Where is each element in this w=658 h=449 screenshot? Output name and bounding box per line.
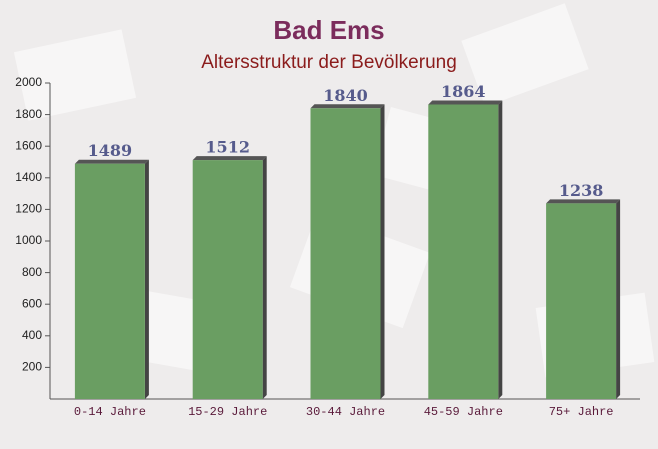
y-tick-label: 600	[22, 296, 42, 310]
value-label: 1238	[559, 181, 604, 200]
bar-shadow	[498, 100, 503, 399]
x-tick-label: 75+ Jahre	[549, 405, 614, 419]
bar-shadow	[428, 100, 503, 105]
bar-shadow	[310, 104, 385, 109]
bar-shadow	[262, 156, 267, 399]
bar	[546, 203, 617, 399]
value-label: 1489	[88, 141, 133, 160]
y-tick-label: 1800	[15, 107, 42, 121]
value-label: 1864	[441, 82, 486, 101]
bar	[428, 104, 499, 399]
value-label: 1512	[205, 138, 250, 157]
chart-title: Bad Ems	[273, 15, 384, 45]
y-tick-label: 1200	[15, 202, 42, 216]
y-tick-label: 200	[22, 360, 42, 374]
y-tick-label: 800	[22, 265, 42, 279]
bar	[192, 160, 263, 399]
bar-shadow	[546, 199, 621, 204]
bar-shadow	[616, 199, 621, 399]
x-tick-label: 30-44 Jahre	[306, 405, 385, 419]
bar-shadow	[380, 104, 385, 399]
bar-shadow	[74, 159, 149, 164]
y-tick-label: 1000	[15, 233, 42, 247]
bar	[74, 163, 145, 399]
bar-shadow	[144, 159, 149, 399]
y-tick-label: 1600	[15, 138, 42, 152]
x-tick-label: 15-29 Jahre	[188, 405, 267, 419]
chart-subtitle: Altersstruktur der Bevölkerung	[201, 52, 457, 73]
y-tick-label: 1400	[15, 170, 42, 184]
x-tick-label: 0-14 Jahre	[74, 405, 146, 419]
bar-shadow	[192, 156, 267, 161]
y-tick-label: 2000	[15, 75, 42, 89]
bar	[310, 108, 381, 399]
y-tick-label: 400	[22, 328, 42, 342]
value-label: 1840	[323, 86, 368, 105]
x-tick-label: 45-59 Jahre	[424, 405, 503, 419]
